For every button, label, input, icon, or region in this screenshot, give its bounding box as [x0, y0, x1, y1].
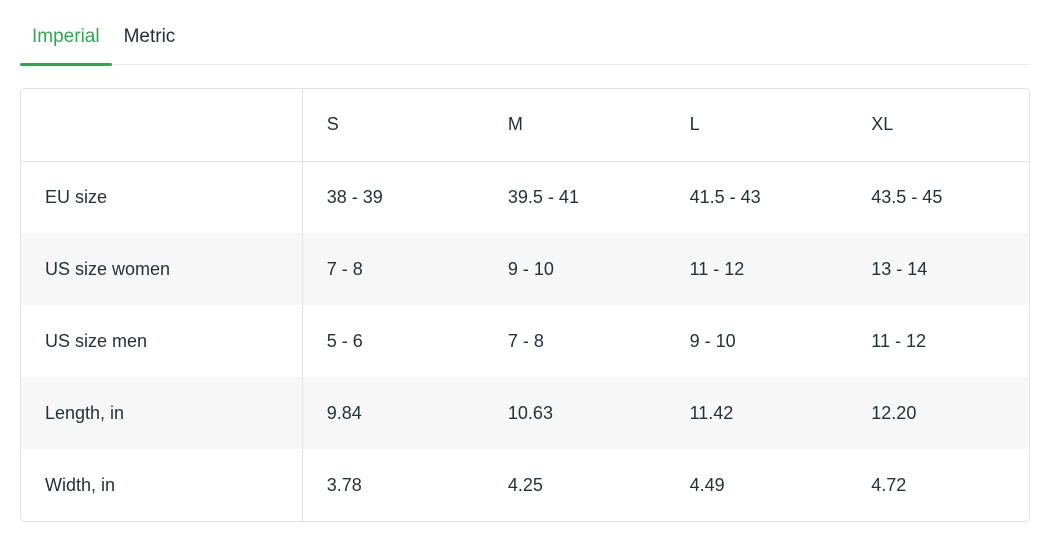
size-chart-page: Imperial Metric S M L XL [20, 14, 1030, 522]
table-cell: 9 - 10 [689, 330, 736, 351]
table-cell: 9 - 10 [507, 258, 554, 279]
table-cell: 4.72 [871, 474, 907, 495]
units-tab-bar: Imperial Metric [20, 14, 1030, 66]
column-header-s: S [302, 89, 484, 162]
column-header-empty [21, 89, 303, 162]
table-row-eu-size: EU size 38 - 39 39.5 - 41 41.5 - 43 43.5… [21, 161, 1029, 233]
table-row-us-size-women: US size women 7 - 8 9 - 10 11 - 12 13 - … [21, 233, 1029, 305]
table-row-length-in: Length, in 9.84 10.63 11.42 12.20 [21, 377, 1029, 449]
table-cell: 4.25 [507, 474, 543, 495]
row-label: Length, in [21, 377, 303, 449]
table-cell: 9.84 [326, 402, 362, 423]
table-cell: 7 - 8 [507, 330, 544, 351]
column-header-m: M [483, 89, 666, 162]
table-cell: 11 - 12 [689, 258, 745, 279]
row-label: US size men [21, 305, 303, 377]
table-row-us-size-men: US size men 5 - 6 7 - 8 9 - 10 11 - 12 [21, 305, 1029, 377]
table-cell: 38 - 39 [326, 186, 383, 207]
table-cell: 7 - 8 [326, 258, 363, 279]
size-table: S M L XL EU size 38 - 39 39.5 - 41 41.5 … [21, 89, 1029, 521]
column-header-l: L [665, 89, 848, 162]
table-cell: 39.5 - 41 [507, 186, 579, 207]
table-cell: 3.78 [326, 474, 362, 495]
table-cell: 5 - 6 [326, 330, 363, 351]
table-cell: 12.20 [871, 402, 917, 423]
row-label: Width, in [21, 449, 303, 521]
header-row: S M L XL [21, 89, 1029, 162]
table-cell: 13 - 14 [871, 258, 928, 279]
table-cell: 41.5 - 43 [689, 186, 761, 207]
table-row-width-in: Width, in 3.78 4.25 4.49 4.72 [21, 449, 1029, 521]
column-header-xl: XL [847, 89, 1029, 162]
row-label: US size women [21, 233, 303, 305]
table-cell: 43.5 - 45 [871, 186, 943, 207]
tab-metric[interactable]: Metric [112, 14, 188, 64]
table-cell: 4.49 [689, 474, 725, 495]
tab-imperial[interactable]: Imperial [20, 14, 112, 66]
table-cell: 11 - 12 [871, 330, 926, 351]
size-chart-table: S M L XL EU size 38 - 39 39.5 - 41 41.5 … [20, 88, 1030, 522]
row-label: EU size [21, 161, 303, 233]
table-cell: 10.63 [507, 402, 553, 423]
table-cell: 11.42 [689, 402, 734, 423]
